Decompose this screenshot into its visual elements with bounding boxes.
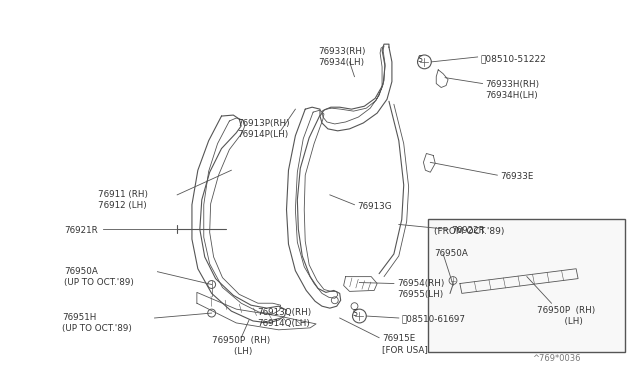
Text: 76933E: 76933E — [500, 172, 534, 181]
Text: 76950P  (RH)
          (LH): 76950P (RH) (LH) — [537, 306, 595, 326]
Text: 76933(RH)
76934(LH): 76933(RH) 76934(LH) — [318, 47, 365, 67]
Text: S: S — [417, 55, 422, 64]
Text: 76922R: 76922R — [451, 227, 484, 235]
Text: 76933H(RH)
76934H(LH): 76933H(RH) 76934H(LH) — [486, 80, 540, 100]
Text: 76950A: 76950A — [435, 249, 468, 258]
Text: 76951H
(UP TO OCT.'89): 76951H (UP TO OCT.'89) — [62, 313, 132, 333]
Text: S: S — [353, 309, 357, 318]
Text: 76913G: 76913G — [357, 202, 392, 211]
Text: 76954(RH)
76955(LH): 76954(RH) 76955(LH) — [397, 279, 444, 299]
Text: 76915E
[FOR USA]: 76915E [FOR USA] — [382, 334, 428, 354]
Text: 76911 (RH)
76912 (LH): 76911 (RH) 76912 (LH) — [99, 190, 148, 210]
Text: Ⓢ08510-61697: Ⓢ08510-61697 — [402, 314, 466, 323]
Bar — [428, 219, 625, 353]
Text: 76950A
(UP TO OCT.'89): 76950A (UP TO OCT.'89) — [64, 267, 134, 287]
Text: ^769*0036: ^769*0036 — [532, 354, 581, 363]
Text: (FROM OCT.'89): (FROM OCT.'89) — [435, 227, 505, 236]
Text: 76950P  (RH)
        (LH): 76950P (RH) (LH) — [212, 336, 270, 356]
Text: Ⓢ08510-51222: Ⓢ08510-51222 — [481, 54, 547, 63]
Text: 76913P(RH)
76914P(LH): 76913P(RH) 76914P(LH) — [237, 119, 290, 139]
Text: 76921R: 76921R — [64, 227, 98, 235]
Text: 76913Q(RH)
76914Q(LH): 76913Q(RH) 76914Q(LH) — [257, 308, 311, 328]
